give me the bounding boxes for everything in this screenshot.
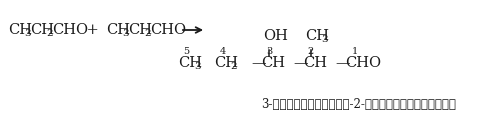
Text: CH: CH (303, 56, 327, 70)
Text: CH: CH (305, 29, 329, 43)
Text: 3-हाइड्रॉक्सी-2-मेथिलपेन्टेनल: 3-हाइड्रॉक्सी-2-मेथिलपेन्टेनल (261, 97, 456, 110)
Text: CH: CH (128, 23, 152, 37)
Text: 2: 2 (144, 29, 150, 38)
Text: 4: 4 (220, 48, 226, 57)
Text: 2: 2 (46, 29, 52, 38)
Text: 3: 3 (122, 29, 129, 38)
Text: CH: CH (261, 56, 285, 70)
Text: CHO: CHO (52, 23, 88, 37)
Text: —: — (293, 56, 307, 70)
Text: CH: CH (214, 56, 238, 70)
Text: 5: 5 (183, 48, 189, 57)
Text: 2: 2 (230, 62, 237, 71)
Text: CHO: CHO (345, 56, 381, 70)
Text: 3: 3 (24, 29, 31, 38)
Text: OH: OH (263, 29, 288, 43)
Text: 1: 1 (352, 48, 358, 57)
Text: 2: 2 (308, 48, 314, 57)
Text: CHO: CHO (150, 23, 186, 37)
Text: +: + (82, 23, 103, 37)
Text: 3: 3 (321, 35, 328, 44)
Text: 3: 3 (194, 62, 200, 71)
Text: CH: CH (178, 56, 202, 70)
Text: —: — (251, 56, 266, 70)
Text: 3: 3 (266, 48, 272, 57)
Text: CH: CH (30, 23, 54, 37)
Text: CH: CH (106, 23, 130, 37)
Text: CH: CH (8, 23, 32, 37)
Text: —: — (335, 56, 349, 70)
